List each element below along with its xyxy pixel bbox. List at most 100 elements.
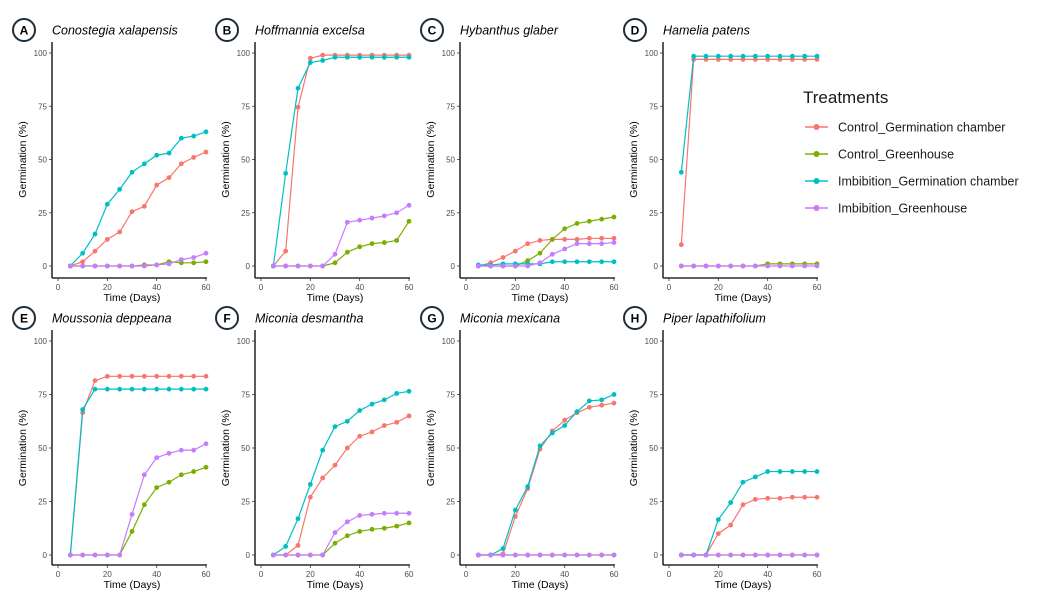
series-line: [70, 151, 207, 267]
series-control-germination-chamber: [270, 52, 412, 269]
x-tick-label: 60: [405, 570, 414, 579]
data-point: [369, 241, 375, 247]
panel-badge-letter: F: [223, 312, 230, 326]
series-imbibition-greenhouse: [270, 202, 412, 269]
data-point: [394, 210, 400, 216]
legend-key-point: [813, 151, 820, 157]
data-point: [381, 54, 387, 60]
y-tick-label: 50: [649, 156, 658, 165]
data-point: [394, 523, 400, 529]
series-imbibition-germination-chamber: [270, 388, 412, 558]
data-point: [307, 494, 313, 500]
panel-badge-circle: [623, 18, 647, 42]
x-tick-label: 0: [56, 570, 61, 579]
x-tick-label: 0: [667, 283, 672, 292]
data-point: [537, 250, 543, 256]
series-line: [478, 393, 615, 556]
data-point: [777, 263, 783, 269]
panel-badge-letter: A: [20, 24, 29, 38]
data-point: [802, 53, 808, 59]
data-point: [691, 53, 697, 59]
panel-g: G Miconia mexicana 0 25 50 75 100 0 20 40 60 Time (…: [420, 306, 619, 591]
data-point: [369, 401, 375, 407]
y-tick-label: 100: [34, 49, 48, 58]
data-point: [814, 494, 820, 500]
data-point: [574, 409, 580, 415]
data-point: [765, 495, 771, 501]
y-tick-label: 75: [446, 391, 455, 400]
data-point: [765, 552, 771, 558]
data-point: [740, 502, 746, 508]
series-line: [273, 220, 410, 267]
data-point: [394, 391, 400, 396]
data-point: [283, 544, 289, 549]
data-point: [488, 263, 494, 269]
data-point: [154, 373, 160, 379]
legend-key-point: [813, 205, 820, 211]
y-tick-label: 50: [241, 156, 250, 165]
y-tick-label: 100: [645, 337, 659, 346]
data-point: [67, 552, 73, 558]
y-axis-title: Germination (%): [628, 121, 640, 197]
data-point: [178, 386, 184, 392]
data-point: [80, 263, 86, 269]
panel-title: Hamelia patens: [663, 24, 750, 38]
panel-badge-circle: [12, 18, 36, 42]
data-point: [307, 481, 313, 487]
data-point: [104, 263, 110, 269]
data-point: [80, 250, 86, 256]
series-line: [69, 375, 206, 556]
y-tick-label: 75: [241, 102, 250, 111]
data-point: [728, 500, 734, 505]
data-point: [117, 229, 123, 235]
data-point: [406, 218, 412, 224]
panel-badge-circle: [12, 306, 36, 330]
y-tick-label: 75: [649, 391, 658, 400]
x-tick-label: 20: [714, 283, 723, 292]
data-point: [307, 55, 313, 61]
data-point: [295, 85, 301, 91]
y-tick-label: 25: [38, 209, 47, 218]
data-point: [500, 263, 506, 269]
series-control-greenhouse: [67, 259, 209, 269]
series-imbibition-greenhouse: [678, 263, 820, 269]
panel-badge-letter: B: [223, 24, 232, 38]
data-point: [320, 263, 326, 269]
y-tick-label: 100: [442, 49, 456, 58]
y-tick-label: 25: [38, 498, 47, 507]
y-tick-label: 100: [442, 337, 456, 346]
series-line: [272, 54, 409, 267]
data-point: [752, 496, 758, 502]
data-point: [332, 260, 338, 266]
data-point: [488, 552, 494, 558]
x-tick-label: 60: [202, 570, 211, 579]
data-point: [814, 53, 820, 59]
data-point: [574, 259, 580, 265]
x-tick-label: 0: [667, 570, 672, 579]
series-control-germination-chamber: [67, 373, 209, 558]
data-point: [166, 175, 172, 181]
data-point: [678, 263, 684, 269]
data-point: [332, 54, 338, 60]
data-point: [178, 257, 184, 263]
data-point: [270, 552, 276, 558]
x-tick-label: 60: [202, 283, 211, 292]
data-point: [141, 203, 147, 209]
data-point: [406, 202, 412, 208]
data-point: [678, 242, 684, 248]
data-point: [549, 552, 555, 558]
data-point: [691, 263, 697, 269]
y-axis-title: Germination (%): [628, 410, 640, 486]
series-imbibition-greenhouse: [678, 552, 820, 558]
data-point: [129, 209, 135, 215]
data-point: [740, 552, 746, 558]
data-point: [320, 552, 326, 558]
legend-entry: Control_Germination chamber: [805, 121, 1005, 135]
y-tick-label: 25: [446, 209, 455, 218]
data-point: [166, 261, 172, 267]
data-point: [728, 522, 734, 528]
x-tick-label: 20: [511, 283, 520, 292]
y-tick-label: 0: [246, 551, 251, 560]
data-point: [752, 552, 758, 558]
data-point: [574, 241, 580, 247]
